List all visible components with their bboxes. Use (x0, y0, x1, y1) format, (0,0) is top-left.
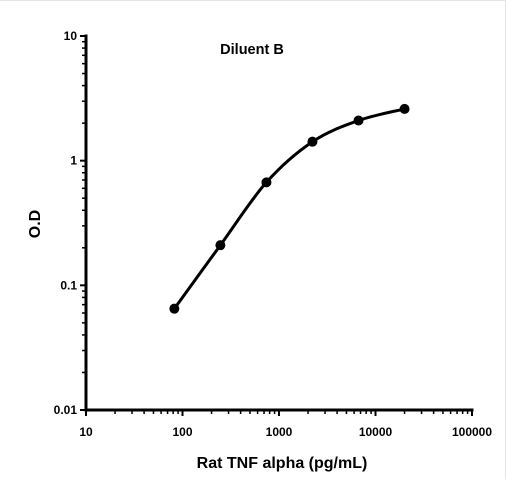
data-point (169, 303, 180, 314)
x-tick-label: 10000 (359, 425, 393, 439)
tick-labels: 10 100 1000 10000 100000 0.01 0.1 1 10 (54, 29, 493, 439)
data-point (215, 240, 226, 251)
x-tick-label: 100 (172, 425, 192, 439)
y-tick-label: 0.01 (54, 403, 78, 417)
y-tick-label: 0.1 (60, 278, 77, 292)
y-axis-title: O.D (27, 210, 44, 238)
x-tick-label: 1000 (266, 425, 293, 439)
axes (84, 34, 474, 412)
x-tick-label: 10 (79, 425, 93, 439)
data-point (307, 136, 318, 147)
y-tick-label: 1 (70, 154, 77, 168)
ticks (80, 35, 473, 416)
y-tick-label: 10 (64, 29, 78, 43)
data-point (261, 177, 272, 188)
data-points (169, 103, 410, 314)
data-point (399, 103, 410, 114)
x-axis-title: Rat TNF alpha (pg/mL) (197, 455, 368, 472)
fitted-curve (172, 107, 406, 311)
data-point (353, 115, 364, 126)
x-tick-label: 100000 (452, 425, 492, 439)
chart-title: Diluent B (220, 42, 284, 58)
